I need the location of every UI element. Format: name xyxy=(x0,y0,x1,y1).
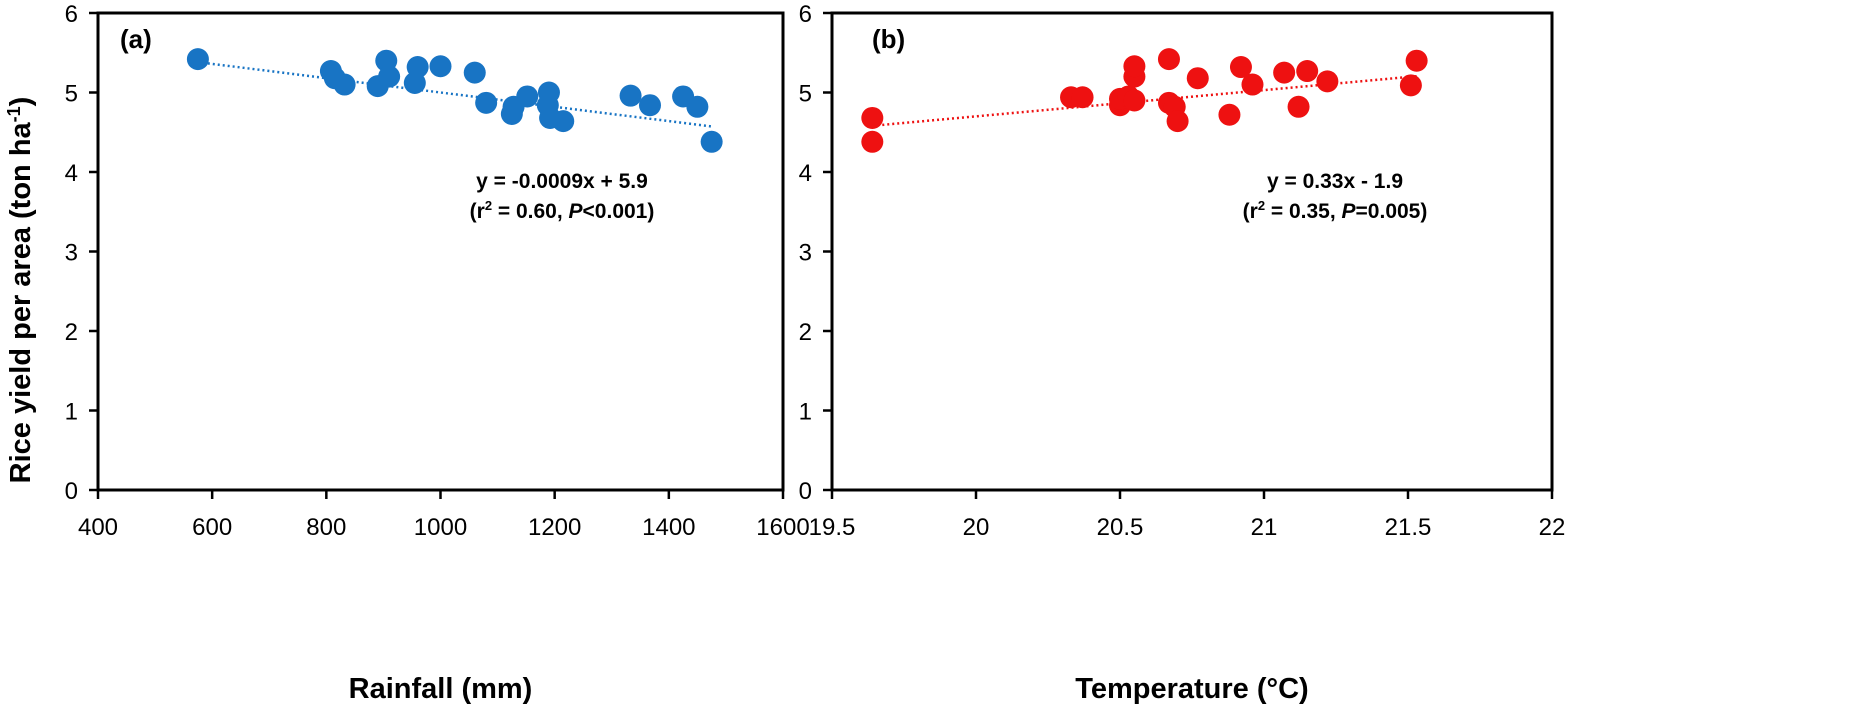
rainfall-plot-frame xyxy=(96,11,785,492)
temperature-data-point xyxy=(1273,61,1296,84)
rainfall-x-tick-label: 800 xyxy=(306,514,346,541)
temperature-data-point xyxy=(1287,95,1310,118)
rainfall-data-point xyxy=(186,48,209,71)
rainfall-y-tick-label: 5 xyxy=(65,81,78,108)
temperature-scatter-panel: 19.5 20 20.5 21 21.5 22 0 1 2 3 4 5 6 Temperature (°C… xyxy=(799,1,1566,705)
rainfall-data-point xyxy=(429,55,452,78)
rainfall-trendline xyxy=(197,60,712,128)
rainfall-data-point xyxy=(638,94,661,117)
y-axis-title-superscript: -1 xyxy=(4,106,24,122)
y-axis-title-main: Rice yield per area (ton ha xyxy=(5,121,37,483)
rainfall-y-tick-label: 4 xyxy=(65,160,78,187)
rainfall-x-axis-title: Rainfall (mm) xyxy=(349,673,533,705)
rainfall-data-point xyxy=(406,56,429,79)
rainfall-x-tick-label: 1400 xyxy=(642,514,695,541)
rainfall-data-point xyxy=(516,85,539,108)
temperature-y-tick-label: 3 xyxy=(799,240,812,267)
temperature-data-point xyxy=(1296,60,1319,83)
rainfall-data-point xyxy=(333,73,356,96)
rainfall-data-point xyxy=(619,84,642,107)
rainfall-y-tick-label: 0 xyxy=(65,478,78,505)
temperature-data-point xyxy=(1186,67,1209,90)
temperature-data-point xyxy=(1123,89,1146,112)
rainfall-x-tick-label: 1000 xyxy=(414,514,467,541)
rainfall-y-tick-label: 3 xyxy=(65,240,78,267)
temperature-data-point xyxy=(861,130,884,153)
temperature-data-point xyxy=(1229,56,1252,79)
rainfall-x-tick-label: 600 xyxy=(192,514,232,541)
temperature-x-tick-label: 21 xyxy=(1251,514,1278,541)
rainfall-data-point xyxy=(552,110,575,133)
rainfall-data-point xyxy=(378,65,401,88)
rainfall-regression-stats: (r2 = 0.60, P<0.001) xyxy=(470,198,655,223)
temperature-regression-stats: (r2 = 0.35, P=0.005) xyxy=(1243,198,1428,223)
temperature-data-point xyxy=(1157,48,1180,71)
temperature-y-tick-label: 0 xyxy=(799,478,812,505)
rainfall-data-point xyxy=(475,91,498,114)
rainfall-y-tick-label: 1 xyxy=(65,399,78,426)
temperature-x-tick-label: 20.5 xyxy=(1097,514,1144,541)
temperature-x-tick-label: 22 xyxy=(1539,514,1566,541)
temperature-data-point xyxy=(1399,74,1422,97)
temperature-data-point xyxy=(1241,73,1264,96)
temperature-data-point xyxy=(1166,110,1189,133)
temperature-y-tick-label: 1 xyxy=(799,399,812,426)
temperature-data-point xyxy=(861,106,884,129)
y-axis-title-close: ) xyxy=(5,97,37,107)
temperature-x-tick-label: 20 xyxy=(963,514,990,541)
rainfall-x-tick-label: 1200 xyxy=(528,514,581,541)
rainfall-data-point xyxy=(537,81,560,104)
rainfall-scatter-panel: 400 600 800 1000 1200 1400 1600 0 1 2 3 4 5 6 Rainfall… xyxy=(65,1,810,705)
rainfall-panel-label: (a) xyxy=(120,24,152,54)
rainfall-x-tick-label: 1600 xyxy=(756,514,809,541)
temperature-regression-equation: y = 0.33x - 1.9 xyxy=(1267,170,1403,193)
rainfall-data-point xyxy=(463,61,486,84)
temperature-x-axis-title: Temperature (°C) xyxy=(1075,673,1308,705)
temperature-y-tick-label: 6 xyxy=(799,1,812,28)
rainfall-data-point xyxy=(700,130,723,153)
temperature-y-tick-label: 5 xyxy=(799,81,812,108)
rainfall-data-point xyxy=(686,95,709,118)
temperature-x-tick-label: 19.5 xyxy=(809,514,856,541)
rainfall-regression-equation: y = -0.0009x + 5.9 xyxy=(476,170,648,193)
temperature-panel-label: (b) xyxy=(872,24,905,54)
temperature-data-point xyxy=(1071,86,1094,109)
rainfall-x-tick-label: 400 xyxy=(78,514,118,541)
temperature-data-point xyxy=(1123,55,1146,78)
rainfall-y-tick-label: 6 xyxy=(65,1,78,28)
temperature-data-point xyxy=(1316,70,1339,93)
temperature-x-tick-label: 21.5 xyxy=(1385,514,1432,541)
temperature-data-point xyxy=(1218,103,1241,126)
y-axis-title: Rice yield per area (ton ha-1) xyxy=(4,97,37,484)
temperature-y-tick-label: 2 xyxy=(799,319,812,346)
temperature-y-tick-label: 4 xyxy=(799,160,812,187)
temperature-data-point xyxy=(1405,49,1428,72)
rainfall-y-tick-label: 2 xyxy=(65,319,78,346)
